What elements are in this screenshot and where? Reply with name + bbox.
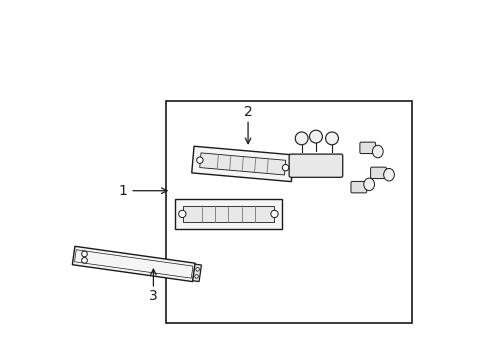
Circle shape bbox=[81, 257, 87, 263]
Ellipse shape bbox=[372, 145, 383, 158]
FancyBboxPatch shape bbox=[288, 154, 342, 177]
Polygon shape bbox=[183, 206, 273, 222]
Circle shape bbox=[194, 275, 198, 278]
Polygon shape bbox=[192, 264, 201, 282]
Polygon shape bbox=[199, 153, 285, 175]
Polygon shape bbox=[72, 246, 195, 282]
Ellipse shape bbox=[363, 178, 374, 191]
Text: 1: 1 bbox=[119, 184, 127, 198]
Circle shape bbox=[178, 210, 185, 217]
Text: 3: 3 bbox=[149, 289, 158, 303]
Bar bbox=[165, 102, 411, 323]
Circle shape bbox=[309, 130, 322, 143]
FancyBboxPatch shape bbox=[350, 181, 366, 193]
Circle shape bbox=[81, 251, 87, 257]
Circle shape bbox=[295, 132, 307, 145]
FancyBboxPatch shape bbox=[370, 167, 386, 179]
Circle shape bbox=[270, 210, 278, 217]
Text: 2: 2 bbox=[243, 105, 252, 119]
Circle shape bbox=[195, 267, 199, 271]
Circle shape bbox=[196, 157, 203, 163]
Circle shape bbox=[325, 132, 338, 145]
Polygon shape bbox=[191, 146, 293, 182]
Ellipse shape bbox=[383, 168, 393, 181]
Polygon shape bbox=[175, 199, 282, 229]
Circle shape bbox=[282, 165, 288, 171]
FancyBboxPatch shape bbox=[359, 142, 375, 154]
